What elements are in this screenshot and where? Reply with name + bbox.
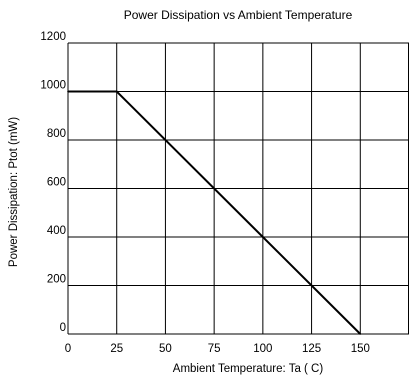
x-tick-label: 150: [351, 343, 370, 355]
x-tick-label: 75: [208, 343, 221, 355]
x-tick-label: 25: [110, 343, 123, 355]
grid-lines: [67, 42, 409, 335]
x-tick-label: 0: [65, 343, 71, 355]
y-tick-label: 1200: [40, 31, 66, 43]
x-tick-label: 100: [253, 343, 272, 355]
y-tick-label: 1000: [40, 80, 66, 92]
data-point: [67, 90, 69, 93]
y-tick-label: 0: [60, 322, 66, 334]
data-point: [115, 90, 118, 93]
series-layer: [67, 90, 362, 335]
x-tick-label: 50: [159, 343, 172, 355]
data-point: [359, 333, 362, 335]
x-axis-label: Ambient Temperature: Ta ( C): [173, 363, 324, 375]
y-tick-label: 400: [47, 225, 66, 237]
y-tick-label: 600: [47, 177, 66, 189]
y-axis-label: Power Dissipation: Ptot (mW): [8, 117, 20, 267]
y-tick-label: 200: [47, 274, 66, 286]
y-tick-label: 800: [47, 128, 66, 140]
chart-title: Power Dissipation vs Ambient Temperature: [124, 8, 353, 22]
x-tick-label: 125: [302, 343, 321, 355]
axis-ticks: 0 25 50 75 100 125 150 0 200 400 600 800 1000 1200: [40, 31, 369, 355]
